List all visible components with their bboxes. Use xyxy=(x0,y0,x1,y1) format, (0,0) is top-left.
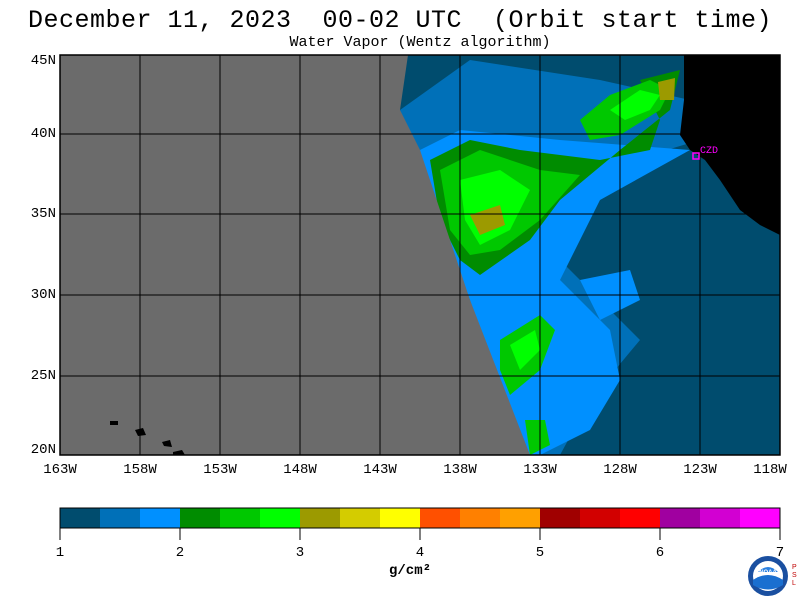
lat-label-40n: 40N xyxy=(30,126,56,142)
land-mass xyxy=(680,55,780,235)
colorbar-cell xyxy=(740,508,781,528)
colorbar-tick-label: 6 xyxy=(655,545,665,561)
colorbar-cell xyxy=(140,508,181,528)
lon-label-158w: 158W xyxy=(123,462,157,478)
colorbar-cell xyxy=(460,508,501,528)
map-gridlines xyxy=(60,55,780,455)
lat-label-20n: 20N xyxy=(30,442,56,458)
colorbar-cell xyxy=(380,508,421,528)
colorbar-cell xyxy=(500,508,541,528)
olive-core xyxy=(470,205,505,235)
lon-label-153w: 153W xyxy=(203,462,237,478)
lon-label-138w: 138W xyxy=(443,462,477,478)
lon-label-118w: 118W xyxy=(753,462,787,478)
colorbar-cell xyxy=(620,508,661,528)
station-marker-icon xyxy=(692,152,700,160)
island-hawaii xyxy=(173,450,185,455)
olive-north xyxy=(658,78,675,100)
lon-label-128w: 128W xyxy=(603,462,637,478)
colorbar-cell xyxy=(540,508,581,528)
colorbar-cell xyxy=(260,508,301,528)
lat-label-45n: 45N xyxy=(30,53,56,69)
colorbar-cell xyxy=(660,508,701,528)
colorbar-tick-label: 1 xyxy=(55,545,65,561)
map-title: December 11, 2023 00-02 UTC (Orbit start… xyxy=(27,6,773,35)
colorbar-cell xyxy=(220,508,261,528)
noaa-logo xyxy=(748,556,788,596)
colorbar-tick-label: 5 xyxy=(535,545,545,561)
colorbar-cell xyxy=(60,508,101,528)
logo-text: NOAA xyxy=(759,570,777,576)
map-frame xyxy=(59,54,781,456)
colorbar-cell xyxy=(180,508,221,528)
colorbar-tick-label: 3 xyxy=(295,545,305,561)
colorbar-cell xyxy=(580,508,621,528)
lon-label-163w: 163W xyxy=(43,462,77,478)
island-kauai xyxy=(110,421,118,425)
colorbar-cell xyxy=(700,508,741,528)
map-field xyxy=(60,55,780,455)
colorbar-cell xyxy=(300,508,341,528)
colorbar-tick-label: 2 xyxy=(175,545,185,561)
colorbar-cell xyxy=(420,508,461,528)
lat-label-25n: 25N xyxy=(30,368,56,384)
lon-label-123w: 123W xyxy=(683,462,717,478)
lon-label-143w: 143W xyxy=(363,462,397,478)
no-data-area xyxy=(60,55,530,455)
lat-label-30n: 30N xyxy=(30,287,56,303)
colorbar-tick-label: 4 xyxy=(415,545,425,561)
lon-label-148w: 148W xyxy=(283,462,317,478)
colorbar-tick-label: 7 xyxy=(775,545,785,561)
southern-bright-green xyxy=(510,330,540,370)
lon-label-133w: 133W xyxy=(523,462,557,478)
north-bright-green xyxy=(610,90,660,120)
colorbar-cell xyxy=(100,508,141,528)
south-tip-green xyxy=(525,420,550,455)
island-maui xyxy=(162,440,172,447)
logo-side-text: PSL xyxy=(792,564,797,587)
lat-label-35n: 35N xyxy=(30,206,56,222)
station-label: CZD xyxy=(700,146,719,157)
colorbar-cell xyxy=(340,508,381,528)
colorbar xyxy=(60,508,781,528)
map-subtitle: Water Vapor (Wentz algorithm) xyxy=(289,34,551,51)
colorbar-unit-label: g/cm² xyxy=(388,563,431,579)
colorbar-ticks xyxy=(59,528,781,540)
